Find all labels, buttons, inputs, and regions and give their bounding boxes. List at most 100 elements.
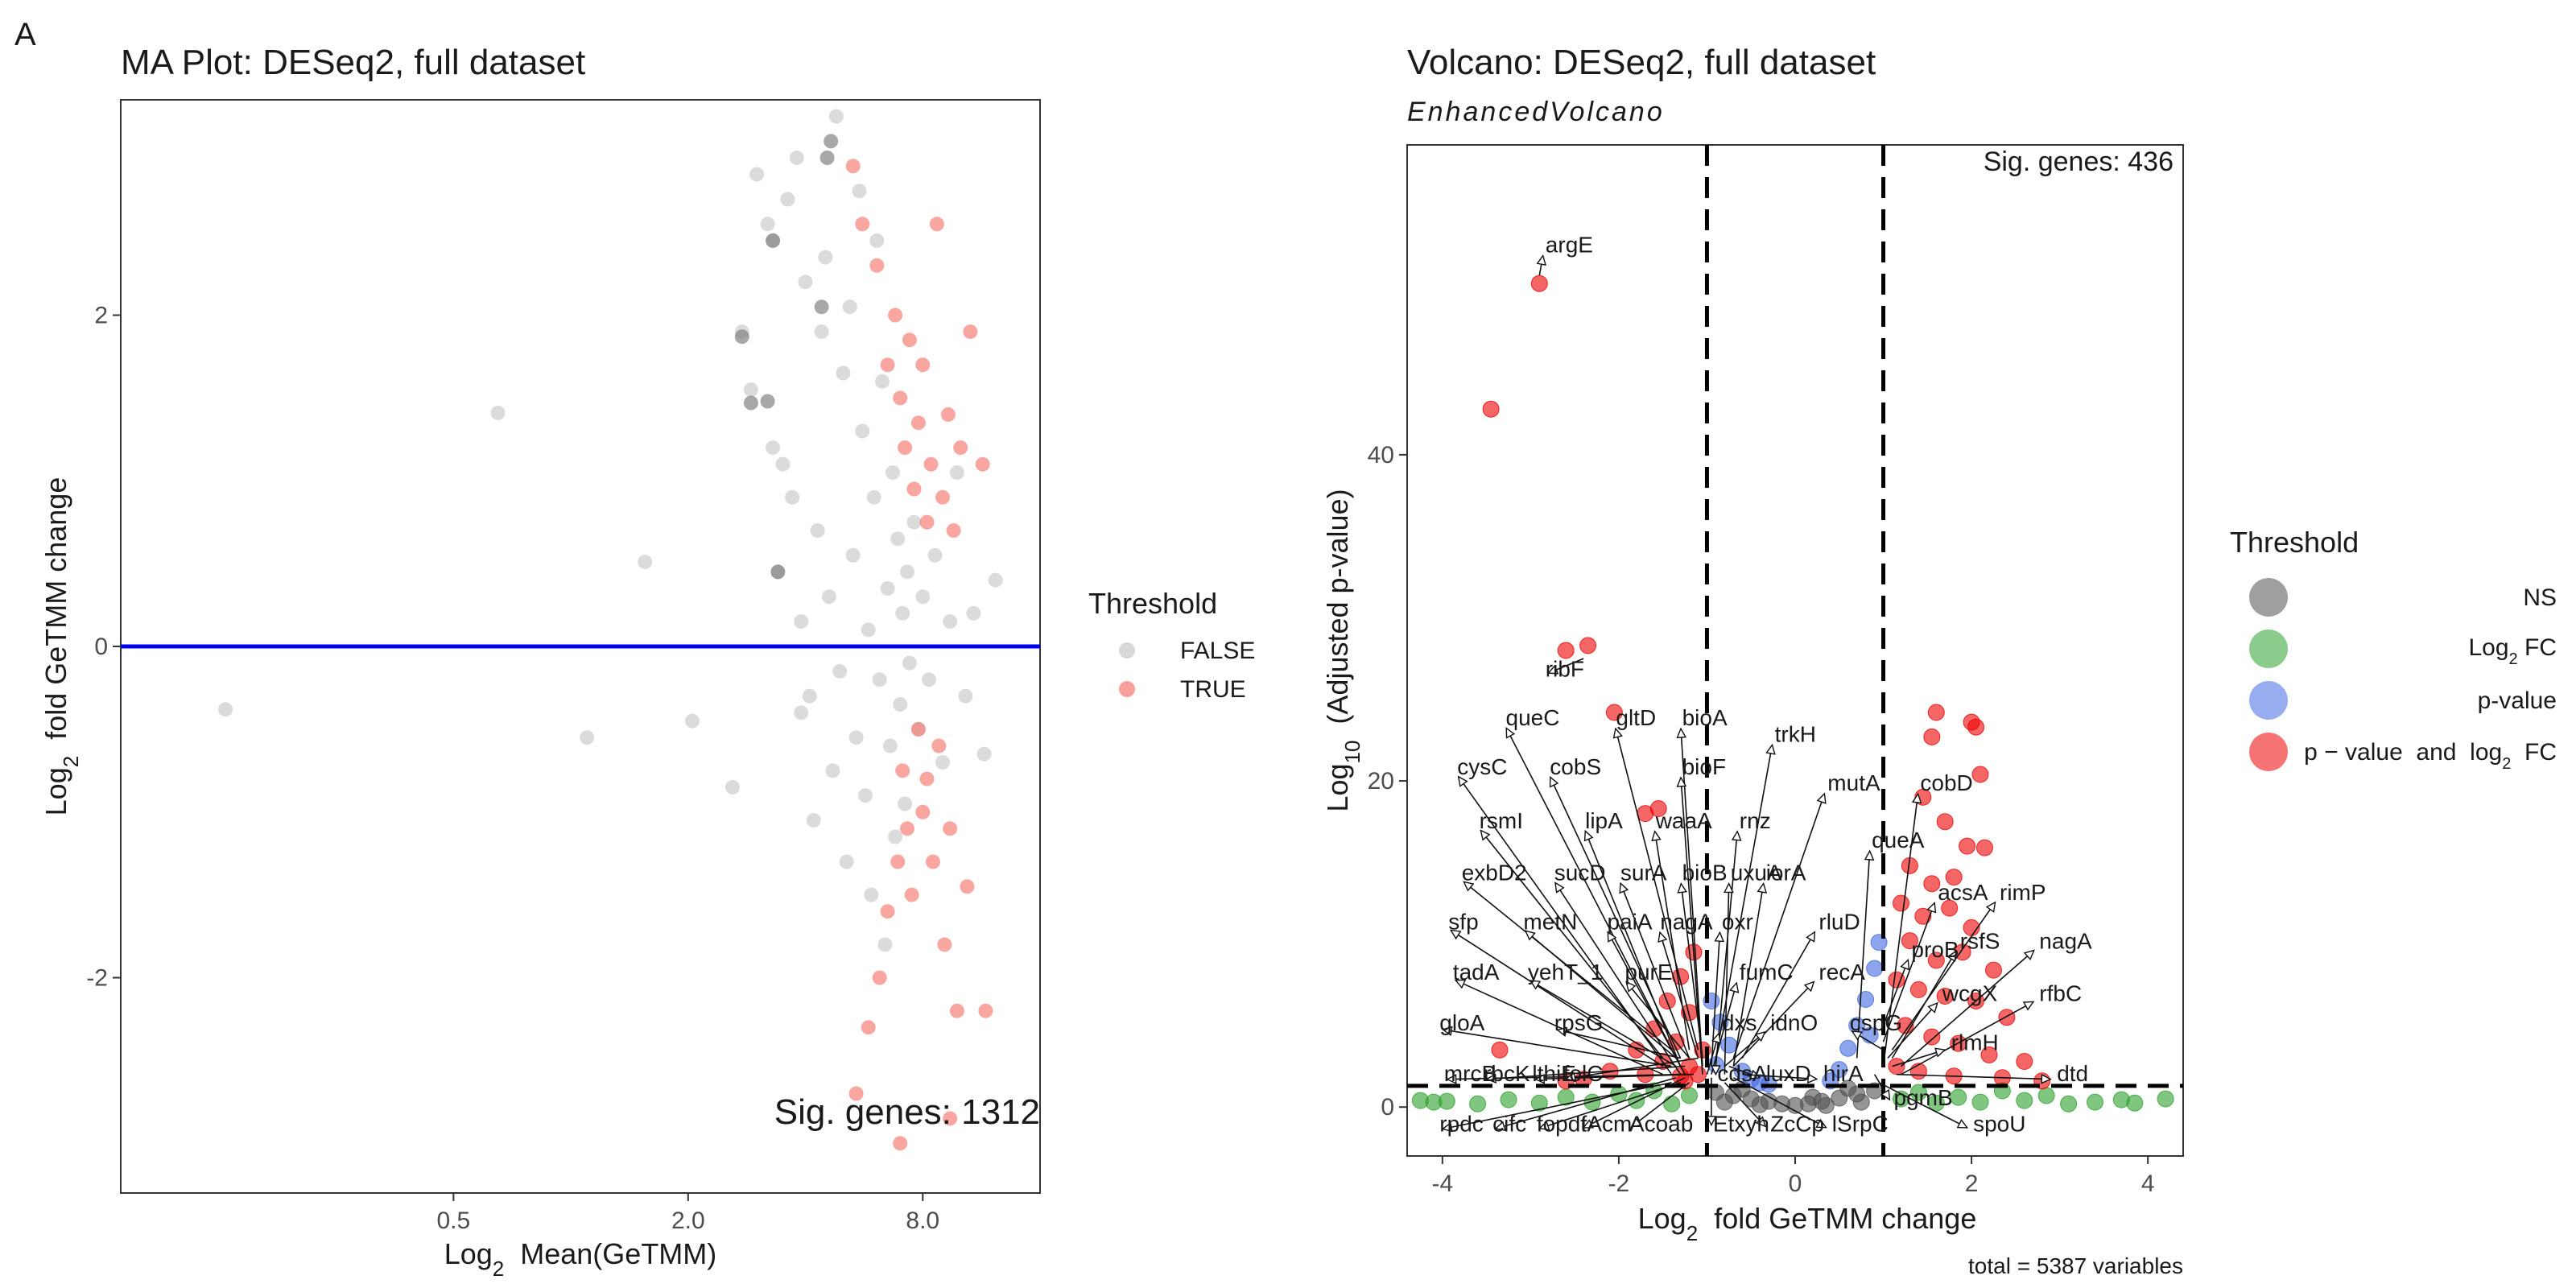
ma-x-tick-label-1: 2.0 xyxy=(671,1208,705,1234)
volcano-point-0-11 xyxy=(1967,718,1985,736)
ma-point-2-38 xyxy=(893,1136,908,1151)
volcano-point-1-2 xyxy=(1720,1036,1738,1054)
volcano-connector-2 xyxy=(1505,728,1682,1067)
volcano-connector-arrow-25 xyxy=(1524,930,1536,941)
volcano-connector-arrow-58 xyxy=(1582,1119,1595,1129)
volcano-point-0-1 xyxy=(1530,275,1548,292)
ma-point-0-4 xyxy=(685,713,700,729)
ma-points xyxy=(218,109,1003,1151)
ma-point-2-2 xyxy=(869,258,885,273)
ma-legend-key-false xyxy=(1119,642,1135,658)
volcano-gene-label-17: sucD xyxy=(1554,861,1606,886)
volcano-point-0-38 xyxy=(1888,1058,1905,1075)
ma-x-tick-label-0: 0.5 xyxy=(436,1208,470,1234)
ma-point-0-48 xyxy=(890,531,906,547)
volcano-gene-label-23: rimP xyxy=(2000,880,2046,905)
volcano-connector-arrow-30 xyxy=(1900,958,1910,971)
volcano-legend-title: Threshold xyxy=(2230,526,2359,559)
volcano-legend-label-ns: NS xyxy=(2523,584,2557,611)
volcano-point-0-20 xyxy=(1893,894,1909,912)
volcano-gene-label-3: gltD xyxy=(1616,705,1656,730)
volcano-point-0-0 xyxy=(1482,400,1500,418)
volcano-gene-label-18: surA xyxy=(1620,861,1667,886)
ma-point-0-58 xyxy=(927,547,943,563)
ma-point-0-40 xyxy=(869,233,885,248)
volcano-connector-arrow-6 xyxy=(1457,775,1468,787)
ma-sig-genes-annotation: Sig. genes: 1312 xyxy=(774,1092,1040,1132)
volcano-x-axis-label: Log2 fold GeTMM change xyxy=(1638,1202,1977,1245)
volcano-gene-label-39: rfbC xyxy=(2039,981,2082,1006)
ma-point-0-1 xyxy=(490,405,506,420)
volcano-point-2-14 xyxy=(1852,1093,1870,1111)
volcano-point-1-10 xyxy=(1857,991,1875,1008)
volcano-connector-arrow-33 xyxy=(1454,979,1467,989)
volcano-point-3-4 xyxy=(1500,1091,1517,1108)
volcano-point-3-20 xyxy=(2037,1087,2055,1104)
ma-point-0-5 xyxy=(725,779,740,795)
volcano-connector-arrow-0 xyxy=(1536,254,1546,266)
volcano-x-tick-label-4: 4 xyxy=(2141,1170,2155,1197)
ma-point-0-52 xyxy=(900,564,914,580)
ma-point-0-14 xyxy=(780,192,795,207)
volcano-connector-35 xyxy=(1625,981,1690,1059)
volcano-connector-arrow-50 xyxy=(1711,1065,1721,1076)
volcano-point-0-3 xyxy=(1579,637,1597,654)
volcano-connector-14 xyxy=(1715,831,1738,1067)
ma-point-0-32 xyxy=(845,547,861,563)
volcano-gene-label-35: purE xyxy=(1624,960,1672,985)
volcano-connector-28 xyxy=(1711,932,1721,1067)
ma-point-2-35 xyxy=(949,1003,964,1018)
volcano-gene-label-44: cspG xyxy=(1850,1010,1902,1035)
volcano-point-0-18 xyxy=(1923,875,1941,893)
ma-point-1-1 xyxy=(743,395,758,411)
volcano-point-3-7 xyxy=(1583,1093,1601,1111)
volcano-gene-label-48: lthiE xyxy=(1532,1061,1575,1086)
volcano-connector-arrow-19 xyxy=(1677,881,1687,894)
volcano-connector-arrow-53 xyxy=(2041,1073,2052,1084)
ma-y-tick-label-1: 0 xyxy=(94,634,108,660)
volcano-connector-arrow-4 xyxy=(1676,727,1687,739)
volcano-connector-arrow-13 xyxy=(1651,830,1662,842)
ma-point-2-12 xyxy=(923,456,939,472)
ma-point-0-17 xyxy=(794,614,809,630)
volcano-connector-arrow-49 xyxy=(1565,1071,1576,1083)
ma-legend-label-true: TRUE xyxy=(1180,676,1246,703)
volcano-point-3-22 xyxy=(2087,1093,2103,1111)
volcano-point-0-25 xyxy=(1927,952,1945,969)
volcano-gene-label-14: rnz xyxy=(1740,808,1771,833)
volcano-point-1-11 xyxy=(1866,960,1884,977)
volcano-legend: Threshold NS Log2 FC p-value p − value a… xyxy=(2230,526,2557,773)
volcano-connector-arrow-21 xyxy=(1757,881,1768,894)
volcano-connector-arrow-37 xyxy=(1803,980,1815,993)
ma-point-0-64 xyxy=(976,746,992,762)
volcano-connector-arrow-9 xyxy=(1816,792,1827,804)
volcano-connector-47 xyxy=(1487,1065,1686,1080)
ma-point-2-33 xyxy=(937,937,952,952)
volcano-point-3-24 xyxy=(2126,1094,2144,1112)
volcano-connector-arrow-10 xyxy=(1911,792,1922,804)
volcano-point-0-14 xyxy=(1936,813,1954,831)
ma-point-0-24 xyxy=(818,250,833,265)
ma-point-0-53 xyxy=(902,655,917,671)
ma-point-2-21 xyxy=(861,1020,876,1035)
ma-point-0-56 xyxy=(915,589,931,605)
volcano-connector-arrow-36 xyxy=(1729,981,1740,993)
volcano-connector-arrow-35 xyxy=(1625,980,1637,993)
ma-point-0-65 xyxy=(988,572,1003,588)
ma-point-0-50 xyxy=(895,605,910,621)
ma-point-0-27 xyxy=(828,109,844,124)
volcano-gene-label-47: rbcK xyxy=(1484,1061,1530,1086)
volcano-gene-label-19: bioB xyxy=(1682,861,1728,886)
volcano-gene-label-60: Etxyh xyxy=(1713,1112,1769,1137)
volcano-connector-arrow-42 xyxy=(1711,1032,1722,1044)
volcano-point-3-14 xyxy=(1909,1084,1927,1101)
ma-point-1-4 xyxy=(770,564,786,580)
volcano-y-axis-label: Log10 (Adjusted p-value) xyxy=(1321,489,1364,811)
volcano-x-tick-label-0: -4 xyxy=(1431,1170,1453,1197)
ma-point-0-36 xyxy=(858,788,873,803)
volcano-legend-key-pvalue-and-log2fc xyxy=(2249,733,2288,771)
volcano-point-3-2 xyxy=(1438,1092,1455,1110)
ma-point-0-30 xyxy=(839,854,854,869)
ma-legend-label-false: FALSE xyxy=(1180,638,1255,664)
volcano-connector-arrow-20 xyxy=(1724,881,1734,894)
